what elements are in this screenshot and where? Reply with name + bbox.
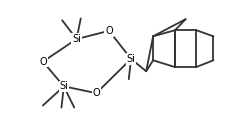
- Text: Si: Si: [72, 34, 81, 44]
- Text: O: O: [92, 88, 100, 98]
- Text: Si: Si: [59, 81, 68, 91]
- Text: O: O: [105, 26, 112, 36]
- Text: O: O: [39, 57, 46, 67]
- Text: Si: Si: [126, 54, 135, 64]
